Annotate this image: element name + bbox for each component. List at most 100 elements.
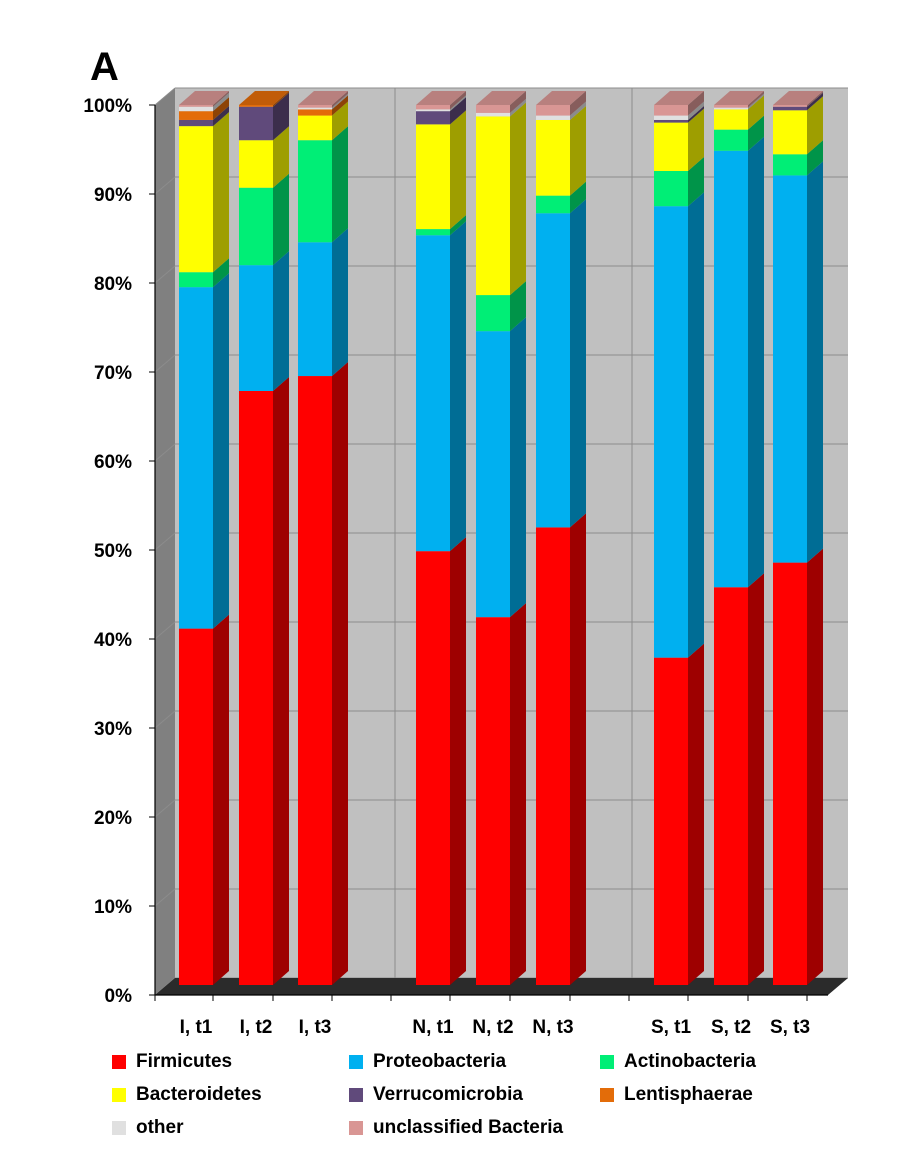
bar-front: [773, 562, 807, 985]
bar-front: [239, 391, 273, 985]
bar-side: [688, 108, 704, 171]
bar-front: [239, 106, 273, 141]
y-tick-label: 20%: [94, 808, 132, 829]
bar-front: [298, 105, 332, 108]
bar-segment: [476, 91, 526, 113]
bar-side: [510, 317, 526, 618]
y-tick-label: 70%: [94, 363, 132, 384]
bar-front: [298, 115, 332, 141]
bar-side: [748, 136, 764, 588]
bar-side: [450, 537, 466, 985]
y-tick-label: 90%: [94, 185, 132, 206]
bar-side: [273, 377, 289, 985]
bar-side: [450, 91, 466, 110]
bar-side: [450, 95, 466, 112]
bar-segment: [179, 258, 229, 288]
bar-front: [714, 107, 748, 110]
bar-side: [450, 110, 466, 230]
bar-segment: [239, 92, 289, 141]
bar-segment: [298, 228, 348, 377]
y-tick-label: 40%: [94, 630, 132, 651]
legend-swatch: [349, 1121, 363, 1135]
bar-segment: [654, 105, 704, 123]
bar-segment: [179, 91, 229, 107]
bar-segment: [714, 115, 764, 151]
bar-side: [748, 95, 764, 130]
bar-segment: [654, 91, 704, 116]
bar-side: [510, 102, 526, 296]
bar-front: [536, 213, 570, 528]
legend: Firmicutes Proteobacteria Actinobacteria Ba…: [112, 1046, 812, 1156]
legend-swatch: [600, 1088, 614, 1102]
legend-label: Firmicutes: [136, 1051, 233, 1072]
bar-segment: [773, 161, 823, 563]
bar-segment: [298, 93, 348, 110]
bar-front: [536, 105, 570, 116]
bar-top: [714, 91, 764, 105]
bar-segment: [654, 643, 704, 985]
bar-side: [510, 98, 526, 117]
bar-front: [536, 527, 570, 985]
gridline-side: [154, 354, 176, 373]
bar-front: [654, 171, 688, 207]
bar-front: [416, 105, 450, 110]
legend-item: Lentisphaerae: [600, 1079, 753, 1111]
bar-side: [273, 92, 289, 141]
bars: [179, 91, 823, 985]
bar-front: [714, 150, 748, 588]
bar-segment: [536, 105, 586, 196]
bar-side: [510, 603, 526, 985]
panel-label: A: [90, 45, 119, 89]
bar-top: [239, 91, 289, 105]
legend-swatch: [112, 1055, 126, 1069]
legend-swatch: [349, 1055, 363, 1069]
x-tick-label: N, t3: [532, 1017, 573, 1038]
gridline-side: [154, 176, 176, 195]
bar-segment: [239, 251, 289, 391]
y-tick-label: 10%: [94, 897, 132, 918]
bar-front: [239, 265, 273, 391]
bar-segment: [298, 101, 348, 141]
bar-side: [570, 91, 586, 116]
bar-side: [213, 614, 229, 985]
bar-side: [332, 91, 348, 108]
y-tick-label: 30%: [94, 719, 132, 740]
bar-segment: [416, 215, 466, 236]
bar-side: [213, 105, 229, 127]
bar-side: [807, 140, 823, 176]
bar-side: [332, 362, 348, 985]
bar-side: [450, 215, 466, 236]
bar-side: [807, 548, 823, 985]
bar-front: [476, 617, 510, 985]
bar-segment: [773, 92, 823, 111]
bar-segment: [416, 110, 466, 230]
bar-front: [536, 119, 570, 196]
legend-item: Actinobacteria: [600, 1046, 756, 1078]
legend-label: unclassified Bacteria: [373, 1117, 564, 1138]
x-tick-label: I, t1: [180, 1017, 213, 1038]
bar-segment: [179, 273, 229, 629]
x-tick-label: N, t1: [412, 1017, 454, 1038]
bar-front: [476, 116, 510, 296]
bar-front: [714, 109, 748, 130]
bar-segment: [654, 157, 704, 207]
bar-top: [179, 91, 229, 105]
bar-front: [298, 140, 332, 243]
bar-front: [298, 242, 332, 377]
bar-side: [332, 228, 348, 377]
bar-segment: [476, 603, 526, 985]
bar-segment: [476, 98, 526, 117]
legend-label: Verrucomicrobia: [373, 1084, 523, 1105]
bar-side: [332, 126, 348, 243]
bar-side: [450, 97, 466, 125]
bar-side: [748, 573, 764, 985]
bar-front: [416, 124, 450, 230]
bar-front: [416, 109, 450, 112]
bar-front: [714, 105, 748, 108]
bar-segment: [179, 105, 229, 127]
bar-front: [179, 272, 213, 288]
bar-front: [416, 229, 450, 236]
legend-swatch: [112, 1088, 126, 1102]
bar-side: [807, 161, 823, 563]
bar-front: [179, 119, 213, 127]
